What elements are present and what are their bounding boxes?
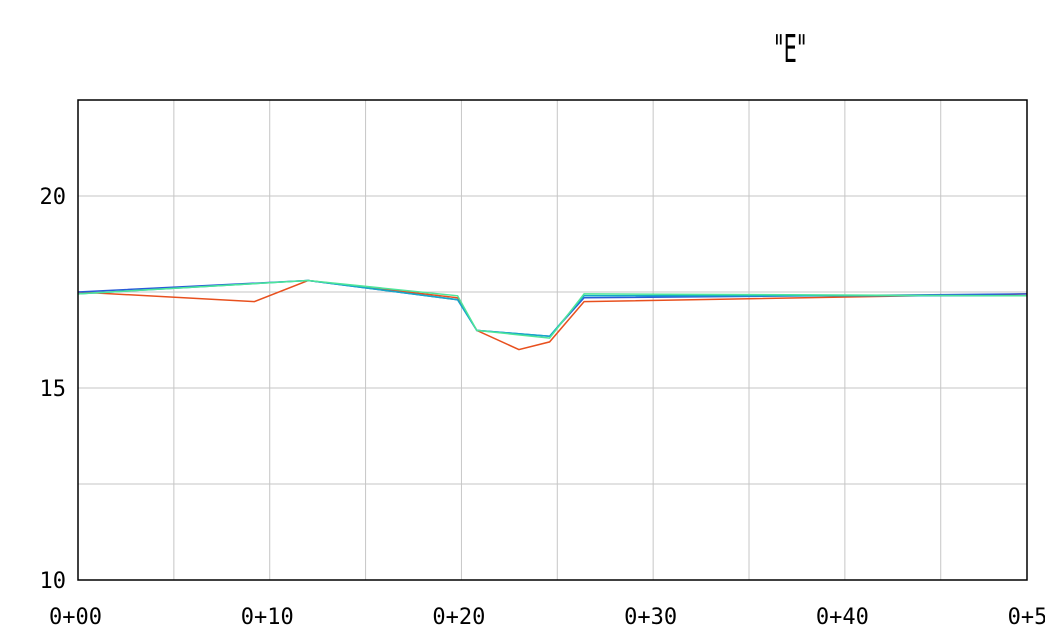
y-tick-label: 15: [40, 377, 67, 402]
x-axis-ticks: 0+00 0+10 0+20 0+30 0+40 0+5: [49, 605, 1045, 630]
series-line-3: [77, 279, 1027, 337]
series-line-2: [77, 279, 1028, 337]
x-tick-label: 0+20: [432, 605, 485, 630]
series-line-1: [77, 279, 1028, 351]
y-tick-label: 20: [40, 185, 67, 210]
x-tick-label: 0+5: [1008, 605, 1045, 630]
y-tick-label: 10: [40, 569, 67, 594]
x-tick-label: 0+30: [624, 605, 677, 630]
x-tick-label: 0+40: [816, 605, 869, 630]
series-lines: [77, 279, 1028, 351]
x-tick-label: 0+10: [241, 605, 294, 630]
y-axis-ticks: 10 15 20: [40, 185, 67, 594]
grid: [77, 100, 1027, 580]
chart-title: "E": [774, 29, 806, 72]
series-line-4: [77, 279, 1028, 339]
x-tick-label: 0+00: [49, 605, 102, 630]
plot-frame: [77, 99, 1028, 581]
